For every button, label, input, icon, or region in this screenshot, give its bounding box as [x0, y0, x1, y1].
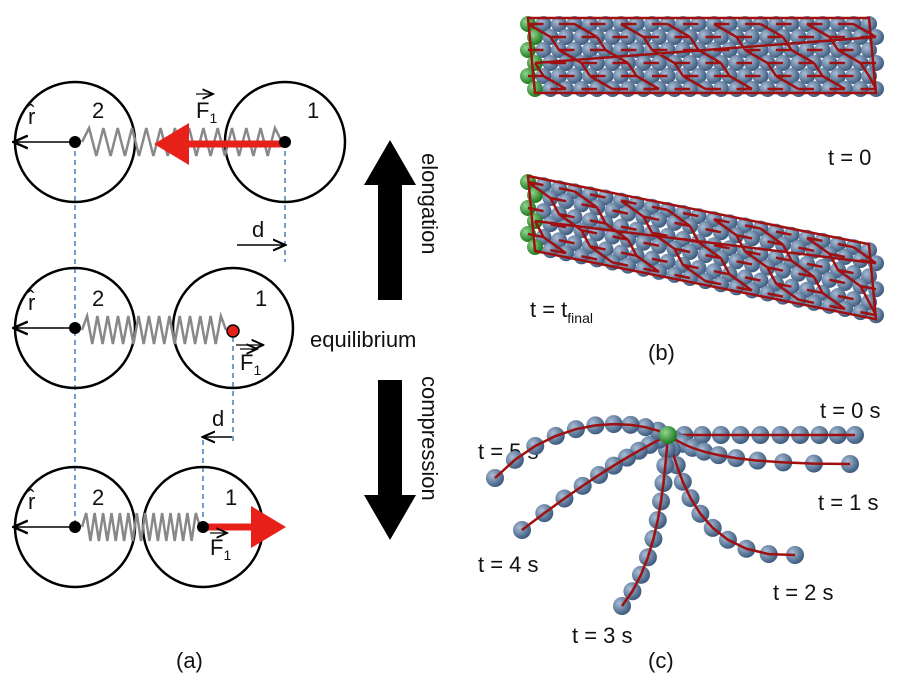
- state-label: elongation: [417, 153, 442, 255]
- unit-vectors: [15, 142, 75, 527]
- panel-c: t = 0 s t = 1 s t = 2 s t = 3 s t = 4 s …: [478, 398, 881, 673]
- distance-label: d: [252, 217, 264, 242]
- spring: [82, 316, 226, 344]
- force-subscript: 1: [209, 110, 217, 126]
- particles: [15, 82, 345, 587]
- compression-arrow: [364, 380, 416, 540]
- state-label: compression: [417, 376, 442, 501]
- force-symbol: F: [196, 98, 209, 123]
- elongation-arrow: [364, 140, 416, 300]
- time-text: t = t: [530, 297, 567, 322]
- particle-label: 1: [225, 485, 237, 510]
- force-symbol: F: [240, 350, 253, 375]
- center: [227, 325, 239, 337]
- distance-label: d: [212, 406, 224, 431]
- particle-strip: [520, 174, 884, 323]
- time-label: t = tfinal: [530, 297, 593, 326]
- panel-b: t = 0 t = tfinal (b): [520, 16, 884, 365]
- particle-label: 1: [255, 286, 267, 311]
- unit-vector-label: r̂: [27, 104, 36, 129]
- time-label: t = 3 s: [572, 623, 633, 648]
- unit-vector-label: r̂: [27, 290, 36, 315]
- force-label: F1: [196, 98, 217, 126]
- spring: [82, 513, 200, 541]
- figure: 2 1 r̂ F1 2 1 r̂ F1 2 1 r̂ F1 d d elonga…: [0, 0, 897, 679]
- force-symbol: F: [210, 535, 223, 560]
- force-label: F1: [240, 350, 261, 378]
- time-label: t = 2 s: [773, 580, 834, 605]
- time-label: t = 4 s: [478, 552, 539, 577]
- particle-label: 1: [307, 98, 319, 123]
- force-label: F1: [210, 535, 231, 563]
- particle-label: 2: [92, 98, 104, 123]
- unit-vector-label: r̂: [27, 489, 36, 514]
- panel-label: (c): [648, 648, 674, 673]
- panel-label: (a): [176, 648, 203, 673]
- particle-label: 2: [92, 485, 104, 510]
- force-subscript: 1: [253, 362, 261, 378]
- panel-label: (b): [648, 340, 675, 365]
- force-subscript: 1: [223, 547, 231, 563]
- time-label: t = 0 s: [820, 398, 881, 423]
- time-subscript: final: [567, 310, 593, 326]
- particle-label: 2: [92, 286, 104, 311]
- anchor-bead: [659, 426, 677, 444]
- time-label: t = 0: [828, 145, 871, 170]
- guide-lines: [75, 142, 285, 527]
- time-label: t = 1 s: [818, 490, 879, 515]
- particle-strip: [520, 16, 884, 97]
- panel-a: 2 1 r̂ F1 2 1 r̂ F1 2 1 r̂ F1 d d elonga…: [15, 82, 442, 673]
- state-label: equilibrium: [310, 327, 416, 352]
